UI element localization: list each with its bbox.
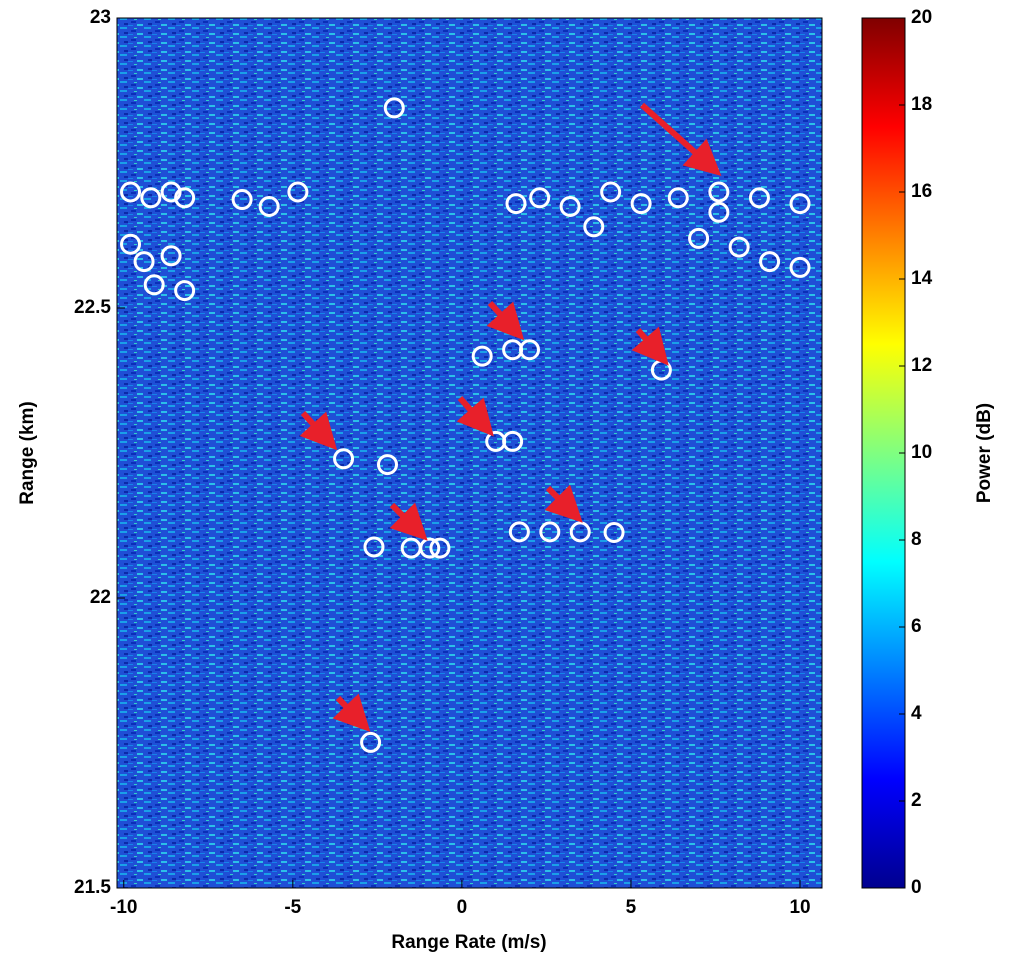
colorbar-tick-label: 6 <box>911 616 922 637</box>
colorbar-tick-label: 12 <box>911 355 932 376</box>
colorbar-tick-label: 8 <box>911 529 922 550</box>
detection <box>429 537 451 559</box>
x-tick-label: -5 <box>284 897 301 918</box>
y-tick-label: 21.5 <box>74 877 111 898</box>
x-axis-label: Range Rate (m/s) <box>391 932 546 953</box>
detection <box>133 251 155 273</box>
x-tick-label: 10 <box>789 897 810 918</box>
detection <box>759 251 781 273</box>
detection <box>140 187 162 209</box>
detection <box>174 187 196 209</box>
detection <box>120 181 142 203</box>
colorbar-tick-label: 18 <box>911 94 932 115</box>
detection <box>688 227 710 249</box>
detection <box>789 256 811 278</box>
detection <box>708 181 730 203</box>
detection <box>160 245 182 267</box>
annotation-arrows <box>299 102 722 733</box>
x-tick-label: 5 <box>626 897 637 918</box>
y-tick-label: 23 <box>90 7 111 28</box>
detection <box>143 274 165 296</box>
detection <box>569 521 591 543</box>
colorbar-tick-label: 0 <box>911 877 922 898</box>
y-tick-label: 22.5 <box>74 297 111 318</box>
detection <box>471 345 493 367</box>
y-axis-label: Range (km) <box>17 401 38 504</box>
colorbar-tick-label: 10 <box>911 442 932 463</box>
detection <box>333 448 355 470</box>
plot-frame <box>116 17 823 889</box>
detection <box>258 196 280 217</box>
detection <box>508 521 530 543</box>
detection <box>505 193 527 215</box>
detection <box>728 236 750 258</box>
detection <box>160 181 182 203</box>
detection <box>287 181 309 203</box>
heatmap <box>117 18 822 888</box>
detection <box>539 521 561 543</box>
detection <box>519 339 541 361</box>
colorbar-tick-label: 4 <box>911 703 922 724</box>
x-tick-label: 0 <box>457 897 468 918</box>
colorbar-tick-label: 20 <box>911 7 932 28</box>
x-tick-label: -10 <box>110 897 137 918</box>
detection <box>419 537 441 559</box>
detection <box>383 97 405 119</box>
detection <box>360 731 382 753</box>
colorbar-label: Power (dB) <box>974 403 995 503</box>
detection <box>789 193 811 215</box>
detection <box>748 187 770 209</box>
detection <box>502 430 524 452</box>
detection <box>377 454 399 476</box>
detection <box>667 187 689 209</box>
detection <box>174 280 196 302</box>
colorbar-tick-label: 16 <box>911 181 932 202</box>
detection <box>630 193 652 215</box>
detection <box>603 521 625 543</box>
detection <box>120 233 142 255</box>
detection <box>600 181 622 203</box>
y-tick-label: 22 <box>90 587 111 608</box>
detection <box>708 201 730 223</box>
colorbar-tick-label: 2 <box>911 790 922 811</box>
colorbar <box>861 17 906 889</box>
detection <box>231 189 253 211</box>
detection <box>363 536 385 558</box>
colorbar-tick-label: 14 <box>911 268 933 289</box>
detection <box>583 216 605 238</box>
detection <box>559 196 581 217</box>
detection <box>529 187 551 209</box>
